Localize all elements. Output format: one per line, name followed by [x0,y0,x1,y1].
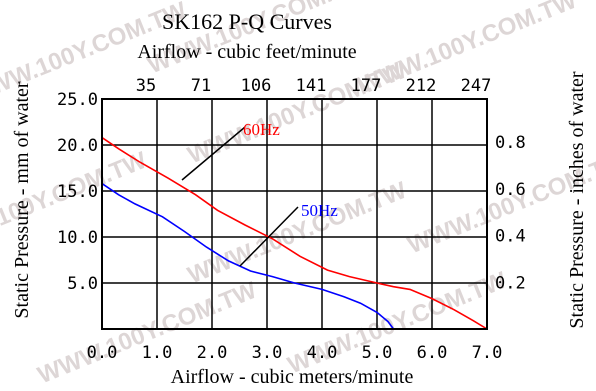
x-tick-label: 2.0 [197,343,228,363]
y-tick-label: 15.0 [57,182,98,202]
plot-frame [101,98,488,330]
x-tick-label: 6.0 [417,343,448,363]
x-tick-label: 4.0 [307,343,338,363]
top-tick-label: 177 [351,76,382,96]
x-axis-label: Airflow - cubic meters/minute [171,366,414,388]
y2-tick-label: 0.4 [495,227,526,247]
top-axis-label: Airflow - cubic feet/minute [137,41,356,63]
annotation-60hz: 60Hz [243,120,280,139]
x-tick-label: 0.0 [87,343,118,363]
annotation-arrow-60hz [181,126,246,181]
chart-title: SK162 P-Q Curves [162,9,332,34]
y2-tick-label: 0.8 [495,133,526,153]
x-tick-label: 3.0 [252,343,283,363]
top-tick-label: 35 [136,76,156,96]
top-tick-label: 106 [241,76,272,96]
y-tick-label: 10.0 [57,228,98,248]
tick-labels: 0.0 1.0 2.0 3.0 4.0 5.0 6.0 7.0 35 71 106 141 177 212… [57,76,526,363]
y2-tick-label: 0.6 [495,180,526,200]
x-tick-label: 1.0 [142,343,173,363]
y-tick-label: 25.0 [57,90,98,110]
annotation-50hz: 50Hz [301,201,338,220]
y2-axis-label: Static Pressure - inches of water [566,71,588,328]
y-axis-label: Static Pressure - mm of water [11,81,33,318]
x-tick-label: 7.0 [472,343,503,363]
series-line-60hz [101,136,488,330]
series-group [101,136,488,330]
top-tick-label: 141 [296,76,327,96]
y-tick-label: 5.0 [67,274,98,294]
series-line-50hz [101,182,395,330]
top-tick-label: 247 [461,76,492,96]
y2-tick-label: 0.2 [495,273,526,293]
top-tick-label: 212 [406,76,437,96]
y-tick-label: 20.0 [57,136,98,156]
top-tick-label: 71 [191,76,211,96]
x-tick-label: 5.0 [362,343,393,363]
annotation-arrow-50hz [239,206,299,267]
